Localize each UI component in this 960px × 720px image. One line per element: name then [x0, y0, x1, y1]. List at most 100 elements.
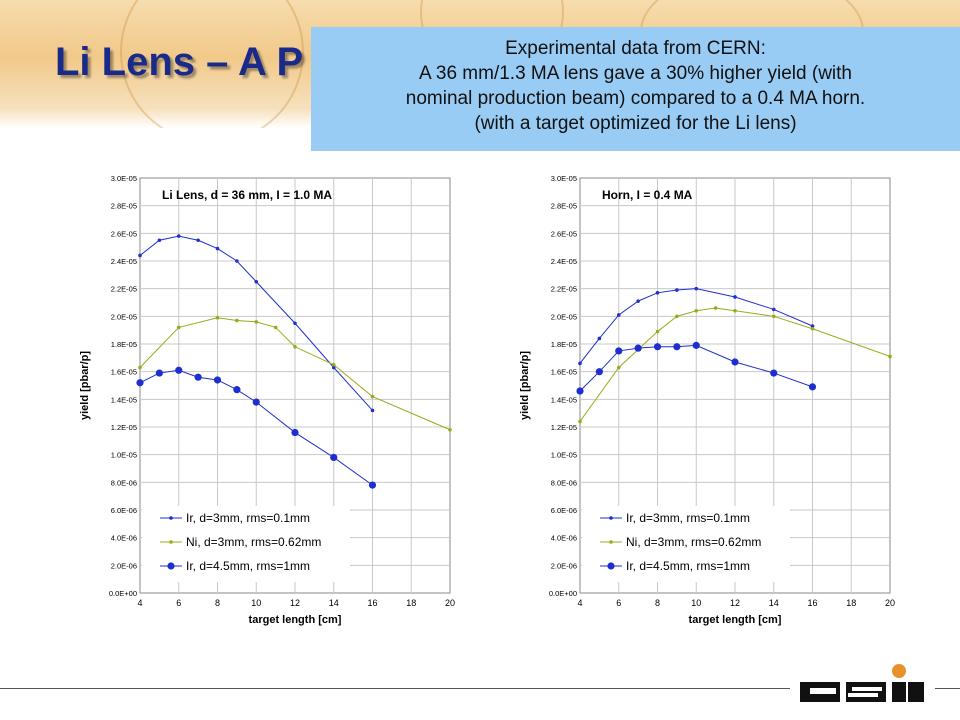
data-point	[636, 299, 640, 303]
y-tick-label: 3.0E-05	[111, 174, 137, 183]
data-point	[653, 343, 662, 351]
legend-label: Ir, d=3mm, rms=0.1mm	[626, 511, 750, 525]
data-point	[810, 324, 815, 328]
x-tick-label: 16	[807, 598, 817, 608]
y-tick-label: 0.0E+00	[109, 589, 137, 598]
data-point	[634, 344, 642, 352]
x-tick-label: 6	[616, 598, 621, 608]
gsi-logo	[800, 664, 924, 702]
y-axis-label: yield [pbar/p]	[79, 351, 91, 420]
data-point	[330, 453, 338, 462]
legend-box	[142, 506, 350, 582]
legend-label: Ni, d=3mm, rms=0.62mm	[626, 535, 761, 549]
data-point	[138, 365, 142, 370]
data-point	[196, 238, 200, 243]
data-point	[713, 306, 718, 310]
data-point	[595, 368, 603, 376]
chart-title: Horn, I = 0.4 MA	[602, 188, 693, 202]
callout-line: nominal production beam) compared to a 0…	[405, 88, 866, 109]
chart-horn: 0.0E+00 2.0E-06 4.0E-06 6.0E-06 8.0E-06 1.0E-…	[519, 174, 895, 626]
data-point	[368, 481, 377, 489]
data-point	[692, 341, 700, 349]
y-tick-label: 2.6E-05	[111, 229, 137, 238]
legend-label: Ir, d=4.5mm, rms=1mm	[626, 559, 750, 573]
x-axis-label: target length [cm]	[689, 614, 782, 626]
x-tick-label: 14	[329, 598, 339, 608]
y-tick-label: 2.8E-05	[551, 202, 577, 211]
legend-marker	[609, 516, 613, 520]
y-tick-label: 4.0E-06	[551, 534, 577, 543]
x-tick-label: 12	[290, 598, 300, 608]
x-tick-label: 20	[445, 598, 455, 608]
y-tick-label: 1.2E-05	[111, 423, 137, 432]
data-point	[254, 279, 259, 284]
x-tick-label: 10	[691, 598, 701, 608]
y-tick-label: 2.4E-05	[551, 257, 577, 266]
data-point	[252, 398, 260, 406]
legend-marker	[607, 562, 615, 570]
y-tick-label: 8.0E-06	[111, 478, 137, 487]
data-point	[233, 386, 241, 394]
data-point	[213, 376, 222, 384]
data-point	[194, 373, 202, 381]
series-line	[139, 369, 373, 486]
data-point	[293, 344, 297, 349]
y-tick-label: 2.0E-05	[111, 312, 137, 321]
x-tick-label: 12	[730, 598, 740, 608]
legend-label: Ni, d=3mm, rms=0.62mm	[186, 535, 321, 549]
footer-divider	[0, 688, 790, 689]
x-tick-label: 8	[655, 598, 660, 608]
y-tick-label: 2.4E-05	[111, 257, 137, 266]
y-tick-label: 3.0E-05	[551, 174, 577, 183]
x-tick-label: 8	[215, 598, 220, 608]
y-tick-label: 0.0E+00	[549, 589, 577, 598]
data-point	[331, 365, 336, 370]
data-point	[771, 314, 776, 319]
data-point	[675, 314, 679, 319]
x-tick-label: 16	[367, 598, 377, 608]
data-point	[694, 309, 699, 313]
y-tick-label: 6.0E-06	[111, 506, 137, 515]
data-point	[273, 325, 278, 330]
legend-box	[582, 506, 790, 582]
data-point	[616, 365, 621, 370]
legend-marker	[167, 562, 175, 570]
y-tick-label: 4.0E-06	[111, 534, 137, 543]
data-point	[673, 343, 681, 351]
data-point	[215, 246, 220, 251]
data-point	[235, 318, 239, 323]
y-tick-label: 1.0E-05	[111, 451, 137, 460]
y-tick-label: 2.2E-05	[111, 285, 137, 294]
footer-divider	[935, 688, 960, 689]
data-point	[448, 427, 452, 432]
data-point	[370, 408, 375, 413]
data-point	[808, 383, 817, 391]
data-point	[370, 394, 375, 399]
data-point	[215, 315, 220, 320]
legend-marker	[169, 516, 173, 520]
data-point	[694, 286, 699, 291]
data-point	[615, 347, 623, 355]
data-point	[616, 313, 621, 317]
y-tick-label: 1.6E-05	[551, 368, 577, 377]
y-tick-label: 6.0E-06	[551, 506, 577, 515]
x-axis-label: target length [cm]	[249, 614, 342, 626]
callout-line: (with a target optimized for the Li lens…	[474, 113, 797, 134]
data-point	[291, 428, 299, 437]
data-point	[157, 238, 162, 243]
data-point	[733, 295, 737, 299]
callout-box: Experimental data from CERN: A 36 mm/1.3…	[311, 27, 960, 151]
data-point	[254, 320, 259, 324]
series-line	[139, 317, 451, 431]
series-line	[579, 288, 813, 364]
legend-label: Ir, d=4.5mm, rms=1mm	[186, 559, 310, 573]
data-point	[576, 387, 584, 395]
data-point	[578, 419, 582, 424]
y-tick-label: 1.4E-05	[111, 395, 137, 404]
y-tick-label: 1.0E-05	[551, 451, 577, 460]
data-point	[597, 336, 602, 341]
data-point	[888, 354, 892, 359]
y-tick-label: 1.2E-05	[551, 423, 577, 432]
slide-title: Li Lens – A P	[55, 40, 304, 84]
y-tick-label: 2.2E-05	[551, 285, 577, 294]
